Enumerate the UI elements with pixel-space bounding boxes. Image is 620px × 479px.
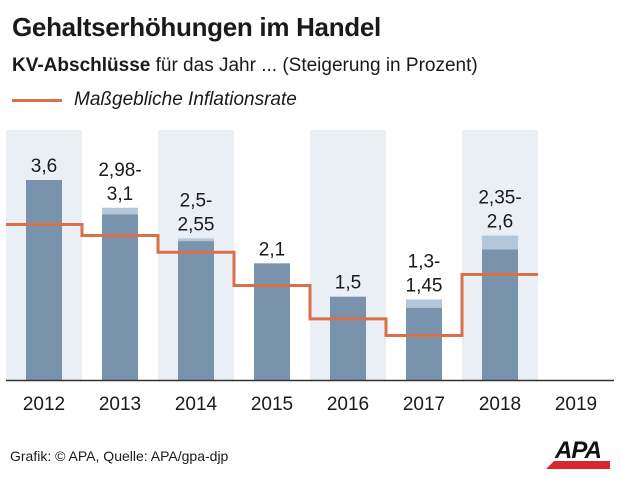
x-tick-label-2013: 2013 xyxy=(99,394,141,415)
bar-range-2017 xyxy=(406,299,442,308)
bar-2014 xyxy=(178,241,214,380)
apa-logo-mark xyxy=(546,461,610,469)
apa-logo: APA xyxy=(546,437,610,470)
x-tick-label-2017: 2017 xyxy=(403,394,445,415)
x-tick-label-2016: 2016 xyxy=(327,394,369,415)
inflation-line xyxy=(6,222,538,338)
value-label-2016-0: 1,5 xyxy=(335,273,361,294)
chart-subtitle: KV-Abschlüsse für das Jahr ... (Steigeru… xyxy=(12,55,478,77)
subtitle-bold: KV-Abschlüsse xyxy=(12,55,151,76)
subtitle-rest: für das Jahr ... (Steigerung in Prozent) xyxy=(150,55,478,76)
value-label-2012-0: 3,6 xyxy=(31,156,57,177)
apa-logo-text: APA xyxy=(555,437,602,464)
value-label-2017-1: 1,45 xyxy=(406,275,443,296)
value-label-2014-1: 2,55 xyxy=(178,214,215,235)
bar-2012 xyxy=(26,180,62,380)
value-label-2013-0: 2,98- xyxy=(98,160,141,181)
bar-2017 xyxy=(406,307,442,380)
value-label-2013-1: 3,1 xyxy=(107,184,133,205)
bar-2015 xyxy=(254,263,290,380)
legend-inflation-swatch xyxy=(12,98,62,102)
bar-range-2013 xyxy=(102,207,138,215)
value-label-2018-1: 2,6 xyxy=(487,212,513,233)
x-tick-label-2015: 2015 xyxy=(251,394,293,415)
x-tick-label-2014: 2014 xyxy=(175,394,218,415)
bar-range-2018 xyxy=(482,235,518,250)
legend-inflation-label: Maßgebliche Inflationsrate xyxy=(74,89,297,110)
bar-2013 xyxy=(102,214,138,380)
bar-2018 xyxy=(482,249,518,380)
legend: Maßgebliche Inflationsrate xyxy=(12,89,297,111)
chart-title: Gehaltserhöhungen im Handel xyxy=(12,12,381,42)
value-label-2015-0: 2,1 xyxy=(259,239,285,260)
bar-range-2014 xyxy=(178,238,214,242)
value-label-2017-0: 1,3- xyxy=(408,251,441,272)
x-tick-label-2012: 2012 xyxy=(23,394,65,415)
bar-2016 xyxy=(330,296,366,380)
x-tick-label-2018: 2018 xyxy=(479,394,521,415)
value-label-2018-0: 2,35- xyxy=(478,188,521,209)
value-label-2014-0: 2,5- xyxy=(180,190,213,211)
x-tick-label-2019: 2019 xyxy=(555,394,597,415)
source-footer: Grafik: © APA, Quelle: APA/gpa-djp xyxy=(10,448,229,464)
